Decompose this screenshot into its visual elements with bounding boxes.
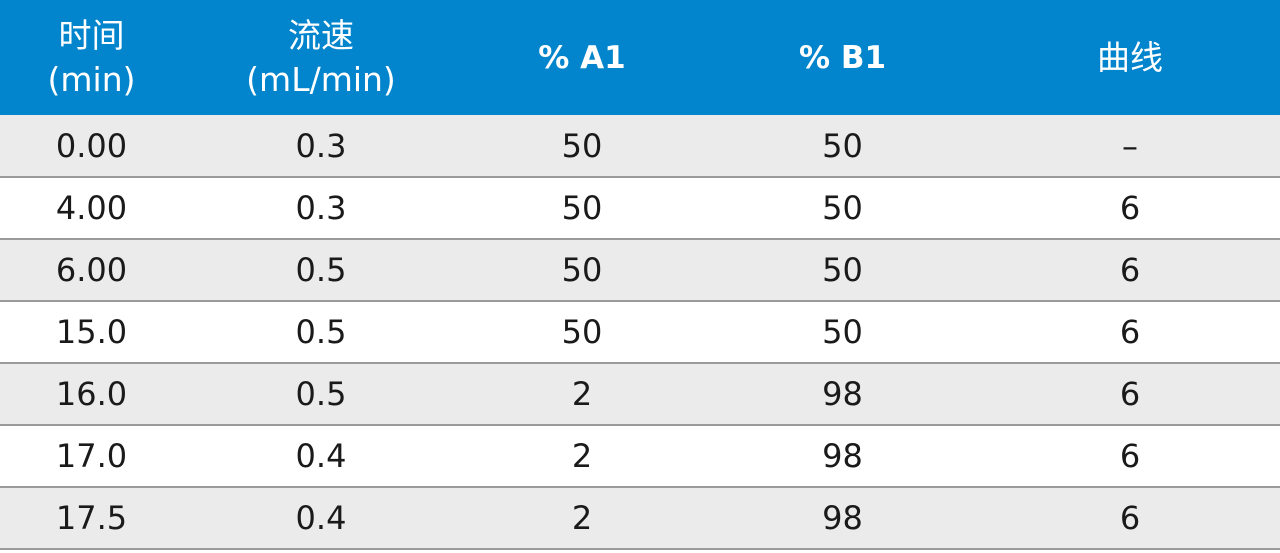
- cell-flow-rate: 0.5: [183, 239, 459, 302]
- cell-flow-rate: 0.5: [183, 301, 459, 364]
- header-flow-rate: 流速 (mL/min): [183, 0, 459, 115]
- table-row: 4.00 0.3 50 50 6: [0, 177, 1280, 240]
- cell-percent-b1: 50: [705, 301, 980, 364]
- table-row: 0.00 0.3 50 50–: [0, 115, 1280, 178]
- cell-percent-b1: 50: [705, 115, 980, 178]
- header-curve: 曲线: [980, 0, 1280, 115]
- cell-percent-b1: 98: [705, 425, 980, 488]
- cell-curve: 6: [980, 425, 1280, 488]
- header-flow-rate-unit: (mL/min): [246, 59, 396, 99]
- cell-curve: 6: [980, 363, 1280, 426]
- cell-time: 6.00: [0, 239, 183, 302]
- header-percent-b1-label: % B1: [798, 39, 887, 76]
- header-time-unit: (min): [47, 59, 136, 99]
- cell-flow-rate: 0.4: [183, 487, 459, 550]
- header-row: 时间 (min) 流速 (mL/min) % A1 % B1 曲线: [0, 0, 1280, 115]
- header-curve-label: 曲线: [1097, 37, 1163, 77]
- table-body: 0.00 0.3 50 50–4.00 0.3 50 50 6 6.00 0.5 50 50 6 15.0…: [0, 115, 1280, 550]
- table-row: 6.00 0.5 50 50 6: [0, 239, 1280, 302]
- cell-curve: 6: [980, 239, 1280, 302]
- cell-curve: –: [980, 115, 1280, 178]
- cell-percent-b1: 50: [705, 239, 980, 302]
- header-percent-b1: % B1: [705, 0, 980, 115]
- cell-flow-rate: 0.4: [183, 425, 459, 488]
- cell-percent-a1: 2: [459, 425, 705, 488]
- table-header: 时间 (min) 流速 (mL/min) % A1 % B1 曲线: [0, 0, 1280, 115]
- cell-curve: 6: [980, 487, 1280, 550]
- table-row: 17.5 0.4 2 98 6: [0, 487, 1280, 550]
- cell-flow-rate: 0.3: [183, 115, 459, 178]
- cell-percent-a1: 2: [459, 363, 705, 426]
- table-row: 15.0 0.5 50 50 6: [0, 301, 1280, 364]
- cell-percent-a1: 2: [459, 487, 705, 550]
- cell-time: 17.0: [0, 425, 183, 488]
- header-flow-rate-label: 流速: [288, 15, 354, 55]
- header-time-label: 时间: [58, 15, 125, 55]
- cell-curve: 6: [980, 301, 1280, 364]
- cell-percent-b1: 98: [705, 487, 980, 550]
- header-percent-a1: % A1: [459, 0, 705, 115]
- cell-flow-rate: 0.3: [183, 177, 459, 240]
- table-row: 16.0 0.5 2 98 6: [0, 363, 1280, 426]
- cell-percent-b1: 98: [705, 363, 980, 426]
- cell-percent-a1: 50: [459, 301, 705, 364]
- cell-time: 17.5: [0, 487, 183, 550]
- cell-time: 15.0: [0, 301, 183, 364]
- cell-percent-b1: 50: [705, 177, 980, 240]
- cell-time: 4.00: [0, 177, 183, 240]
- table-row: 17.0 0.4 2 98 6: [0, 425, 1280, 488]
- cell-time: 0.00: [0, 115, 183, 178]
- header-time: 时间 (min): [0, 0, 183, 115]
- cell-flow-rate: 0.5: [183, 363, 459, 426]
- cell-time: 16.0: [0, 363, 183, 426]
- cell-percent-a1: 50: [459, 239, 705, 302]
- cell-curve: 6: [980, 177, 1280, 240]
- header-percent-a1-label: % A1: [538, 39, 626, 76]
- cell-percent-a1: 50: [459, 177, 705, 240]
- cell-percent-a1: 50: [459, 115, 705, 178]
